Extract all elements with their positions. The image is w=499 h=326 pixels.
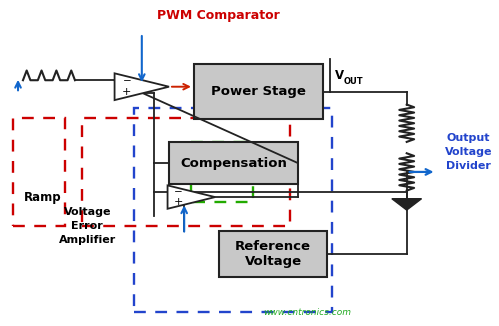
Text: −: − <box>122 76 131 86</box>
Bar <box>82 118 290 226</box>
Bar <box>169 142 298 184</box>
Bar <box>13 118 65 226</box>
Text: −: − <box>174 187 183 198</box>
Text: Compensation: Compensation <box>180 156 287 170</box>
Bar <box>134 108 332 312</box>
Text: V: V <box>335 69 344 82</box>
Text: Voltage
Error
Amplifier: Voltage Error Amplifier <box>59 207 116 245</box>
Text: +: + <box>122 87 132 97</box>
Text: PWM Comparator: PWM Comparator <box>157 9 280 22</box>
Text: Reference
Voltage: Reference Voltage <box>235 240 311 268</box>
Text: Power Stage: Power Stage <box>211 85 305 98</box>
Text: www.cntronics.com: www.cntronics.com <box>263 308 352 318</box>
Bar <box>191 142 253 202</box>
Text: +: + <box>174 197 183 207</box>
Text: Ramp: Ramp <box>24 191 61 203</box>
Polygon shape <box>115 73 169 100</box>
Text: OUT: OUT <box>344 77 363 86</box>
Bar <box>194 64 322 119</box>
Bar <box>219 231 327 277</box>
Polygon shape <box>168 185 215 209</box>
Polygon shape <box>392 199 422 210</box>
Text: Output
Voltage
Divider: Output Voltage Divider <box>445 133 493 170</box>
